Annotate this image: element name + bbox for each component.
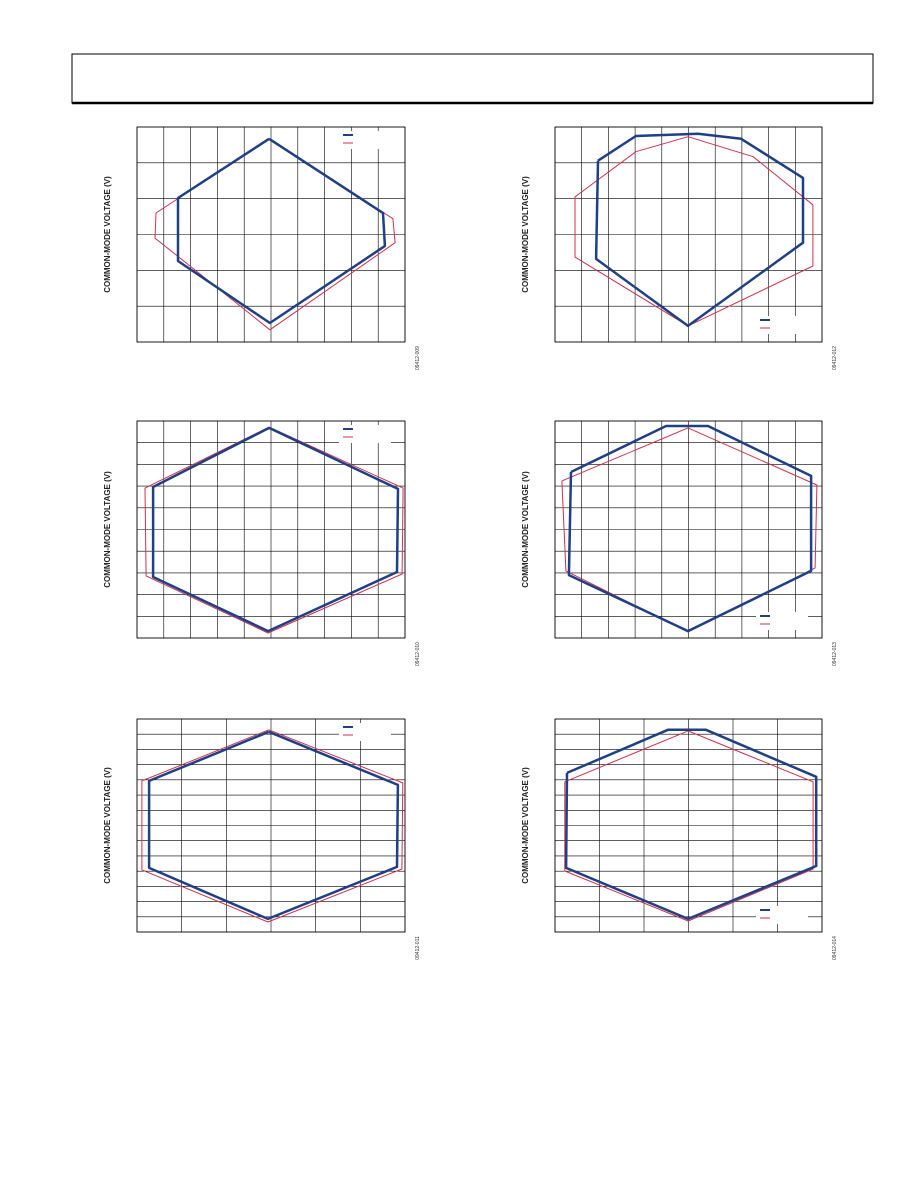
series-line [561,427,818,633]
series-line [564,728,818,921]
y-axis-label: COMMON-MODE VOLTAGE (V) [103,471,112,588]
figure-id: 09412-010 [415,642,421,666]
legend-box [756,906,808,924]
figure-id: 09412-013 [832,642,838,666]
y-axis-label: COMMON-MODE VOLTAGE (V) [103,767,112,884]
y-axis-label: COMMON-MODE VOLTAGE (V) [521,767,530,884]
series-line [594,132,805,328]
figure-id: 09412-012 [832,346,838,370]
series-line [144,426,404,634]
series-line [151,426,400,633]
figure-id: 09412-009 [415,346,421,370]
series-line [141,729,404,923]
series-line [154,138,396,331]
series-line [176,137,387,325]
figure-id: 09412-011 [415,936,421,960]
series-line [567,424,813,633]
y-axis-label: COMMON-MODE VOLTAGE (V) [521,471,530,588]
legend-box [756,612,808,630]
series-line [147,730,400,921]
figure-id: 09412-014 [832,936,838,960]
y-axis-label: COMMON-MODE VOLTAGE (V) [521,176,530,293]
legend-box [339,425,391,443]
legend-box [339,723,391,741]
legend-box [339,131,391,149]
legend-box [756,316,808,334]
y-axis-label: COMMON-MODE VOLTAGE (V) [103,176,112,293]
header-box [71,53,874,104]
